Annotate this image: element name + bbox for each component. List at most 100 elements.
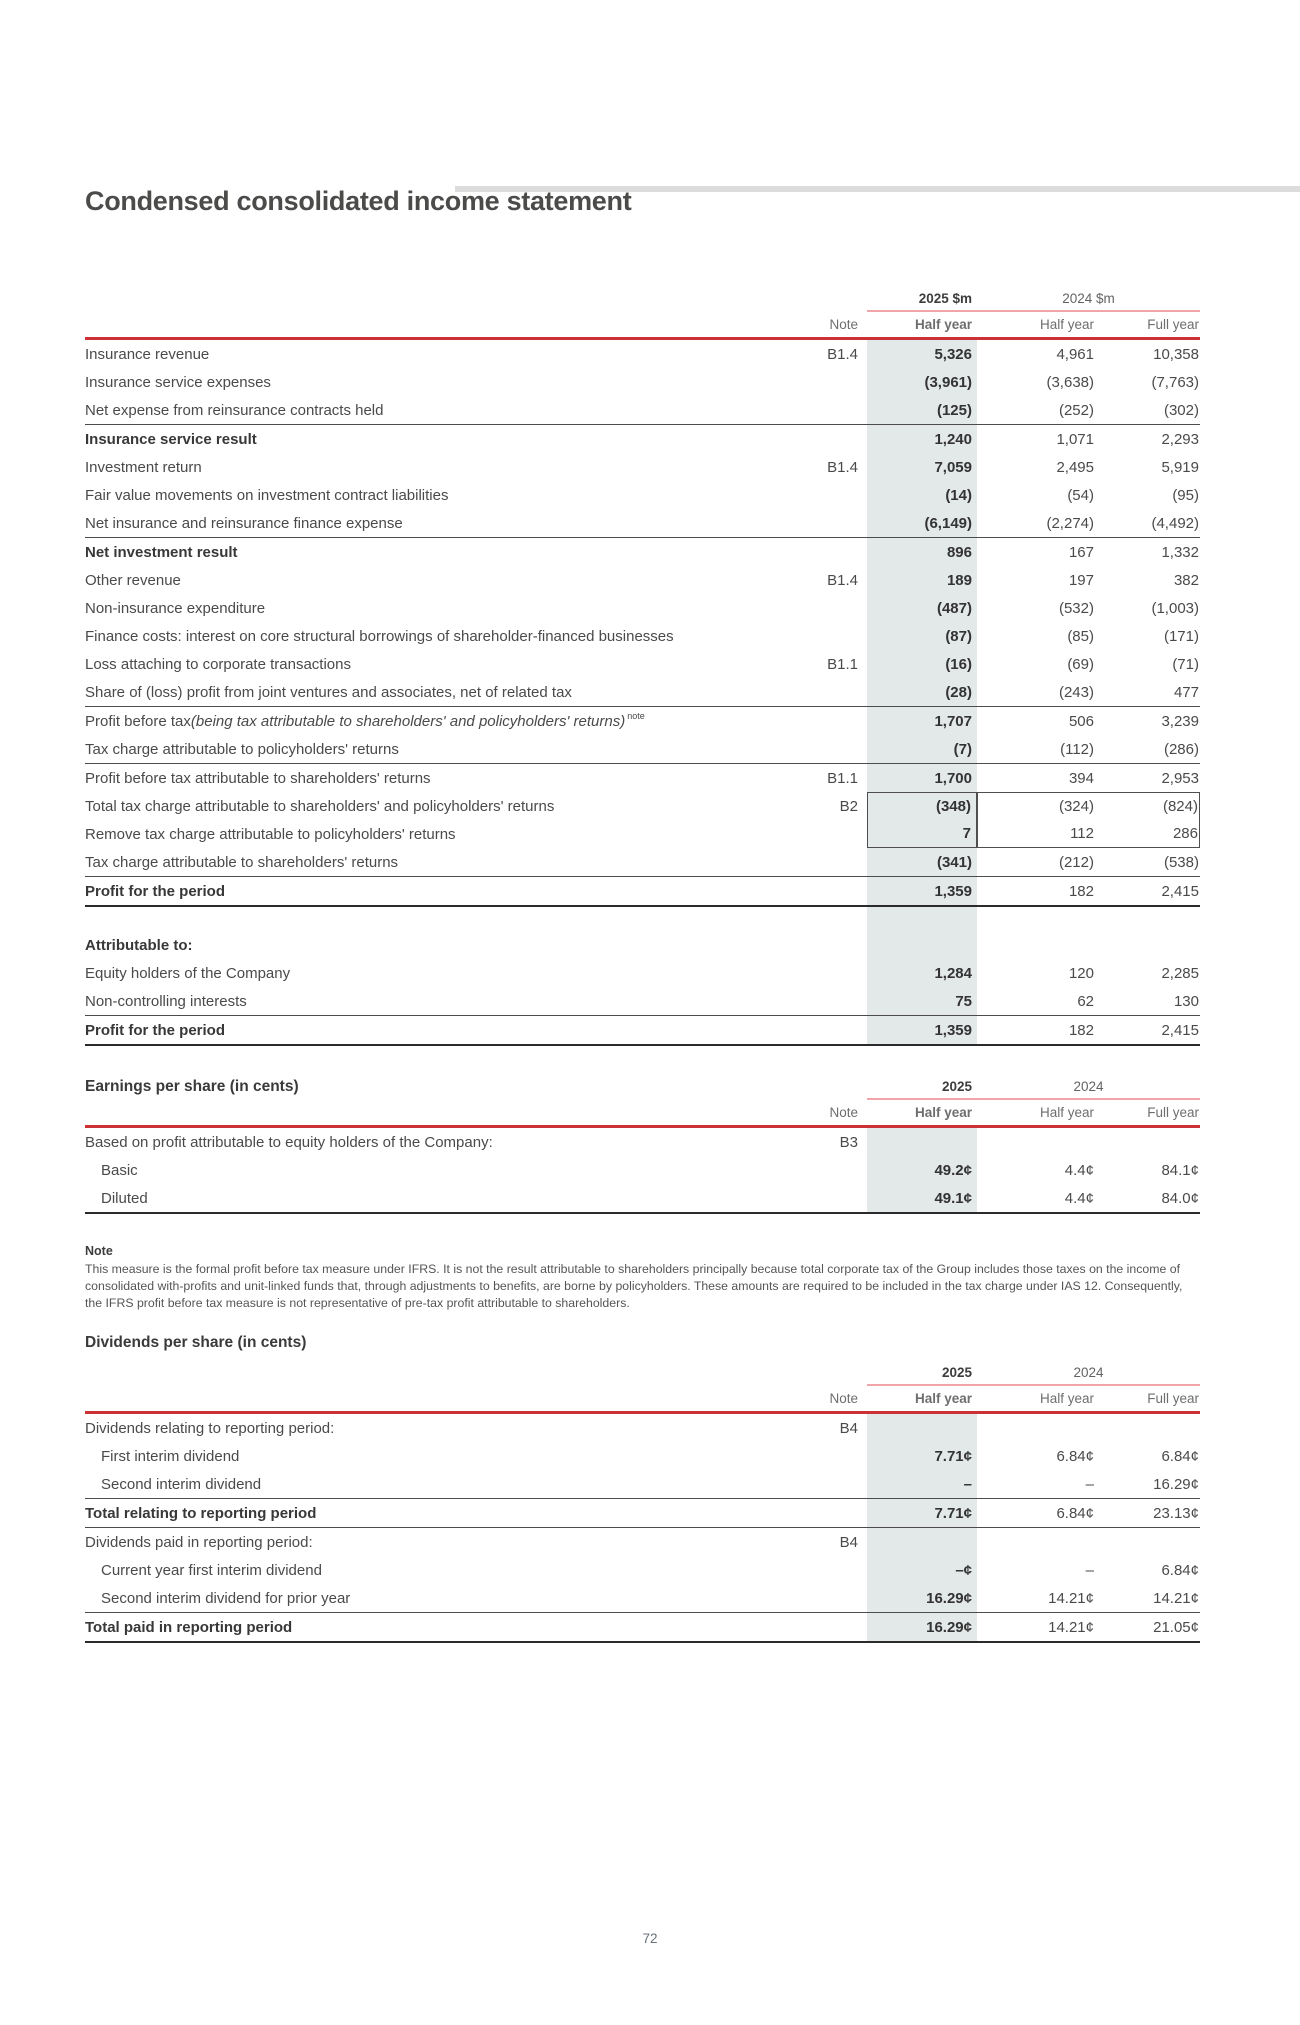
value-2025-half-year: 189 xyxy=(946,571,972,589)
row-label: Non-controlling interests xyxy=(85,992,247,1010)
value-2025-half-year: 16.29¢ xyxy=(926,1618,972,1636)
note-reference: B1.4 xyxy=(827,345,858,363)
value-2024-full-year: 84.1¢ xyxy=(1161,1161,1199,1179)
value-2025-half-year xyxy=(867,1414,977,1442)
note-reference xyxy=(783,622,867,650)
row-label: Total relating to reporting period xyxy=(85,1504,317,1522)
row-label: Insurance revenue xyxy=(85,345,210,363)
table-row: Non-insurance expenditure (487) (532) (1,00… xyxy=(85,594,1200,622)
note-column-header: Note xyxy=(829,317,858,332)
value-2025-half-year: 7.71¢ xyxy=(934,1504,972,1522)
row-label: Loss attaching to corporate transactions xyxy=(85,655,351,673)
value-2024-full-year: (4,492) xyxy=(1151,514,1199,532)
note-reference: B3 xyxy=(839,1133,858,1151)
value-2024-half-year: (3,638) xyxy=(1046,373,1094,391)
note-reference xyxy=(783,538,867,566)
value-2025-half-year: (125) xyxy=(936,401,972,419)
value-2024-half-year: 4.4¢ xyxy=(1064,1161,1094,1179)
note-reference xyxy=(783,1016,867,1044)
column-header-row: Note Half year Half year Full year xyxy=(85,312,1200,337)
table-row: Total paid in reporting period 16.29¢ 14.2… xyxy=(85,1613,1200,1643)
value-2024-full-year: 84.0¢ xyxy=(1161,1189,1199,1207)
table-row: Investment return B1.4 7,059 2,495 5,919 xyxy=(85,453,1200,481)
value-2024-half-year xyxy=(977,931,1095,959)
eps-body: Based on profit attributable to equity h… xyxy=(85,1128,1200,1214)
row-label: Investment return xyxy=(85,458,202,476)
value-2025-half-year: (16) xyxy=(945,655,972,673)
table-row: Net insurance and reinsurance finance ex… xyxy=(85,509,1200,538)
note-reference: B1.1 xyxy=(827,769,858,787)
value-2025-half-year: 1,700 xyxy=(934,769,972,787)
value-2024-full-year: 1,332 xyxy=(1161,543,1199,561)
column-group-2024: 2024 $m xyxy=(977,291,1200,312)
value-2024-half-year: (69) xyxy=(1067,655,1094,673)
table-row: Profit for the period 1,359 182 2,415 xyxy=(85,877,1200,907)
half-year-2024-column-header: Half year xyxy=(1039,1391,1094,1406)
row-label: Second interim dividend for prior year xyxy=(101,1589,351,1607)
note-reference xyxy=(783,368,867,396)
value-2024-full-year: (824) xyxy=(1095,792,1200,820)
note-reference xyxy=(783,1470,867,1498)
note-reference xyxy=(783,396,867,424)
column-header-row: Note Half year Half year Full year xyxy=(85,1386,1200,1411)
value-2024-half-year: 4,961 xyxy=(1056,345,1094,363)
value-2025-half-year: – xyxy=(963,1475,972,1493)
value-2025-half-year: 1,359 xyxy=(934,882,972,900)
value-2024-half-year: 197 xyxy=(1068,571,1094,589)
value-2024-half-year: 14.21¢ xyxy=(1048,1589,1094,1607)
row-label: Total tax charge attributable to shareho… xyxy=(85,797,555,815)
table-row: Share of (loss) profit from joint ventur… xyxy=(85,678,1200,707)
year-group-row: 2025 2024 xyxy=(85,1364,1200,1386)
note-reference xyxy=(783,1442,867,1470)
value-2025-half-year xyxy=(867,1528,977,1556)
value-2024-full-year: 10,358 xyxy=(1153,345,1199,363)
note-reference xyxy=(783,1556,867,1584)
table-row: Net expense from reinsurance contracts h… xyxy=(85,396,1200,425)
value-2024-full-year: 14.21¢ xyxy=(1153,1589,1199,1607)
value-2024-full-year: 6.84¢ xyxy=(1161,1561,1199,1579)
table-row: Other revenue B1.4 189 197 382 xyxy=(85,566,1200,594)
row-label: Remove tax charge attributable to policy… xyxy=(85,825,456,843)
table-row: Dividends paid in reporting period: B4 xyxy=(85,1528,1200,1556)
value-2025-half-year: (487) xyxy=(936,599,972,617)
footnote-text: This measure is the formal profit before… xyxy=(85,1262,1183,1310)
footnote-heading: Note xyxy=(85,1244,113,1258)
value-2024-full-year: 477 xyxy=(1173,683,1199,701)
value-2024-half-year: 167 xyxy=(1068,543,1094,561)
note-reference xyxy=(783,959,867,987)
table-row: Second interim dividend – – 16.29¢ xyxy=(85,1470,1200,1499)
full-year-2024-column-header: Full year xyxy=(1147,317,1199,332)
half-year-2025-column-header: Half year xyxy=(914,1391,972,1406)
row-label: Fair value movements on investment contr… xyxy=(85,486,449,504)
note-reference xyxy=(783,481,867,509)
row-label: Finance costs: interest on core structur… xyxy=(85,627,674,645)
row-label: Tax charge attributable to policyholders… xyxy=(85,740,399,758)
value-2024-full-year xyxy=(1095,1128,1200,1156)
value-2024-full-year: (538) xyxy=(1163,853,1199,871)
value-2024-full-year: 130 xyxy=(1173,992,1199,1010)
value-2024-full-year: 286 xyxy=(1095,820,1200,848)
row-label: Basic xyxy=(101,1161,138,1179)
value-2025-half-year: 1,359 xyxy=(934,1021,972,1039)
table-row: Based on profit attributable to equity h… xyxy=(85,1128,1200,1156)
dividends-body: Dividends relating to reporting period: B… xyxy=(85,1414,1200,1643)
full-year-2024-column-header: Full year xyxy=(1147,1391,1199,1406)
dividends-rows: Dividends relating to reporting period: B… xyxy=(85,1414,1200,1643)
value-2024-half-year: 120 xyxy=(1068,964,1094,982)
row-label: Insurance service expenses xyxy=(85,373,271,391)
income-statement-body: Insurance revenue B1.4 5,326 4,961 10,358 Ins… xyxy=(85,340,1200,1046)
value-2025-half-year: 7.71¢ xyxy=(934,1447,972,1465)
current-period-column-highlight xyxy=(867,340,977,1046)
current-period-column-highlight xyxy=(867,1414,977,1643)
value-2025-half-year: (14) xyxy=(945,486,972,504)
value-2024-half-year: 182 xyxy=(1068,1021,1094,1039)
note-reference: B1.1 xyxy=(827,655,858,673)
value-2024-half-year: 62 xyxy=(1077,992,1094,1010)
value-2024-full-year: 3,239 xyxy=(1161,712,1199,730)
column-group-2025: 2025 xyxy=(867,1079,977,1100)
value-2025-half-year: (87) xyxy=(945,627,972,645)
note-reference: B2 xyxy=(839,797,858,815)
note-reference: B1.4 xyxy=(827,571,858,589)
row-label: Profit for the period xyxy=(85,882,225,900)
note-reference xyxy=(783,1184,867,1212)
